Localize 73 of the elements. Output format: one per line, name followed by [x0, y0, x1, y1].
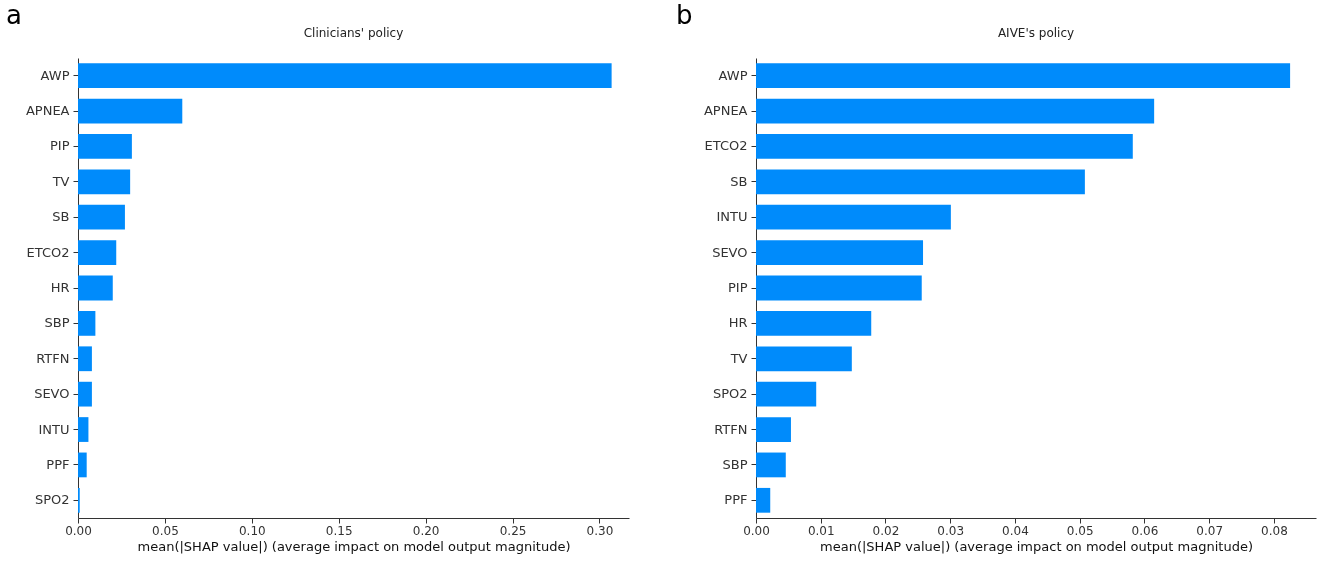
x-tick-label: 0.06: [1131, 523, 1159, 538]
x-tick-label: 0.02: [872, 523, 900, 538]
x-tick-label: 0.04: [1002, 523, 1029, 538]
y-tick-label: RTFN: [36, 350, 70, 366]
y-tick-label: ETCO2: [26, 244, 70, 260]
y-tick-label: HR: [50, 280, 70, 295]
bar: [78, 169, 131, 195]
y-tick-label: SEVO: [34, 386, 70, 402]
x-tick-label: 0.20: [412, 523, 440, 538]
bar: [756, 311, 872, 336]
y-tick-label: APNEA: [25, 103, 70, 119]
x-tick-label: 0.00: [743, 523, 770, 538]
x-tick-label: 0.00: [65, 523, 92, 538]
x-tick-label: 0.15: [325, 523, 353, 538]
bar: [78, 98, 183, 124]
bar: [756, 381, 817, 407]
bar: [78, 346, 92, 372]
y-tick-label: INTU: [38, 421, 70, 437]
bar: [78, 63, 612, 89]
bar: [78, 452, 87, 478]
y-tick-label: SEVO: [712, 244, 748, 260]
x-tick-label: 0.30: [586, 523, 614, 538]
bar: [78, 311, 96, 336]
y-tick-label: SPO2: [712, 386, 748, 402]
y-tick-label: HR: [728, 315, 748, 331]
bar: [756, 417, 791, 442]
y-tick-label: SBP: [722, 456, 748, 472]
y-tick-label: AWP: [718, 67, 748, 83]
text: a: [6, 0, 22, 30]
bar: [78, 381, 92, 407]
y-tick-label: APNEA: [703, 103, 748, 119]
x-tick-label: 0.07: [1196, 523, 1224, 538]
y-tick-label: SB: [730, 173, 748, 189]
x-tick-label: 0.08: [1261, 523, 1288, 538]
y-tick-label: PIP: [727, 280, 748, 295]
x-tick-label: 0.03: [937, 523, 965, 538]
text: b: [676, 0, 693, 30]
y-tick-label: AWP: [40, 67, 70, 83]
bar: [756, 346, 852, 372]
bar: [756, 275, 922, 301]
chart-title: Clinicians' policy: [303, 26, 404, 40]
bar: [756, 452, 786, 478]
y-tick-label: SB: [52, 209, 70, 225]
bar: [756, 240, 924, 265]
y-tick-label: PIP: [49, 138, 70, 154]
y-tick-label: TV: [729, 350, 748, 366]
x-tick-label: 0.10: [238, 523, 266, 538]
x-tick-label: 0.01: [807, 523, 835, 538]
y-tick-label: PPF: [724, 492, 748, 508]
bar: [756, 487, 771, 513]
bar: [756, 204, 951, 230]
bar: [78, 275, 113, 301]
bar: [78, 240, 117, 265]
y-tick-label: PPF: [46, 456, 70, 472]
bar: [756, 98, 1155, 124]
bar: [756, 63, 1291, 89]
bar: [756, 169, 1085, 195]
x-tick-label: 0.05: [152, 523, 179, 538]
bar: [78, 134, 132, 159]
y-tick-label: ETCO2: [704, 138, 748, 154]
x-tick-label: 0.05: [1066, 523, 1094, 538]
y-tick-label: INTU: [716, 209, 748, 225]
y-tick-label: RTFN: [714, 421, 748, 437]
x-axis-title: mean(|SHAP value|) (average impact on model output magnitude): [820, 538, 1253, 554]
x-axis-title: mean(|SHAP value|) (average impact on model output magnitude): [137, 538, 571, 554]
bar: [78, 417, 89, 442]
chart-title: AIVE's policy: [997, 26, 1075, 40]
bar: [756, 134, 1133, 159]
bar: [78, 204, 125, 230]
y-tick-label: SPO2: [34, 492, 70, 508]
y-tick-label: SBP: [44, 315, 70, 331]
y-tick-label: TV: [51, 173, 70, 189]
x-tick-label: 0.25: [499, 523, 527, 538]
